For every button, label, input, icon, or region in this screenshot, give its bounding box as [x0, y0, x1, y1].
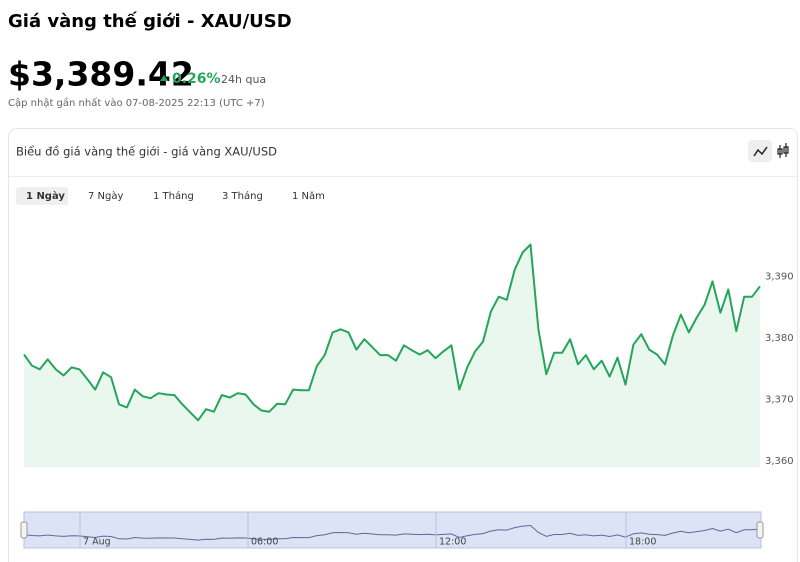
price-line	[23, 243, 761, 422]
navigator[interactable]	[23, 511, 762, 549]
navigator-line	[23, 524, 761, 541]
tabs: 1 Ngày 7 Ngày 1 Tháng 3 Tháng 1 Năm	[16, 187, 325, 205]
navigator-handle[interactable]	[756, 521, 764, 539]
y-tick-label: 3,360	[765, 456, 794, 467]
up-arrow	[160, 75, 168, 81]
plot: 3,360 3,370 3,380 3,390	[23, 243, 794, 467]
navigator-label: 12:00	[439, 537, 466, 548]
updated: Cập nhật gần nhất vào 07-08-2025 22:13 (…	[8, 97, 265, 109]
area	[24, 244, 760, 467]
navigator-handle[interactable]	[20, 521, 28, 539]
navigator-label: 7 Aug	[83, 537, 111, 548]
y-tick-label: 3,380	[765, 333, 794, 344]
card-title: Biểu đồ giá vàng thế giới - giá vàng XAU…	[16, 145, 277, 159]
tab[interactable]: 7 Ngày	[88, 190, 123, 202]
navigator-label: 18:00	[629, 537, 656, 548]
line-icon	[753, 146, 768, 157]
price: $3,389.42	[8, 55, 194, 94]
page-title: Giá vàng thế giới - XAU/USD	[8, 11, 292, 32]
candle-mode-button[interactable]	[777, 143, 789, 158]
period: 24h qua	[221, 73, 266, 86]
y-tick-label: 3,370	[765, 394, 794, 405]
tab[interactable]: 1 Năm	[292, 191, 325, 202]
tab[interactable]: 1 Ngày	[26, 190, 65, 202]
navigator-content: 7 Aug 06:00 12:00 18:00	[23, 512, 761, 548]
tab[interactable]: 1 Tháng	[153, 190, 194, 202]
tab-selected-bg	[16, 187, 68, 205]
tab[interactable]: 3 Tháng	[222, 190, 263, 202]
navigator-label: 06:00	[251, 537, 278, 548]
change: 0.26%	[172, 71, 221, 87]
y-tick-label: 3,390	[765, 271, 794, 282]
